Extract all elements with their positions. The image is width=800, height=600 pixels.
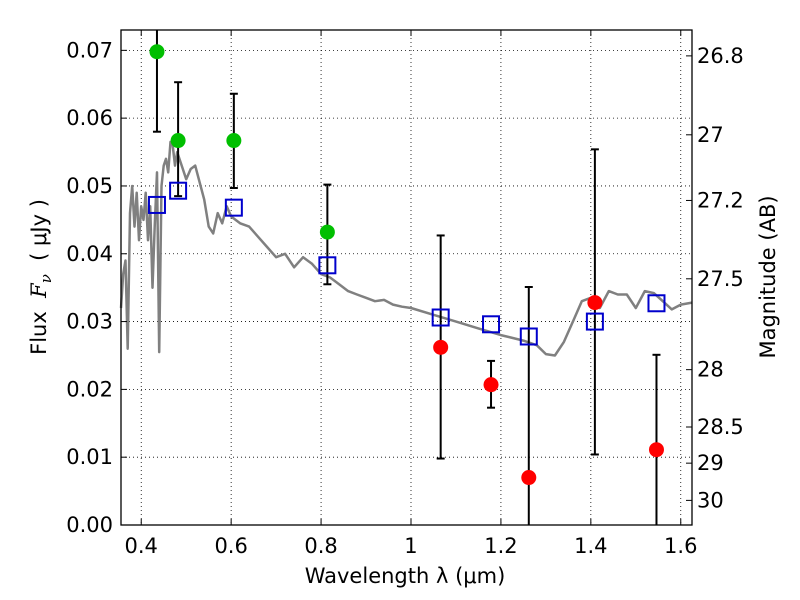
y-axis-label: Flux Fν ( μJy ) bbox=[27, 199, 55, 355]
x-tick-label: 1.2 bbox=[484, 534, 517, 558]
model-square-marker bbox=[318, 256, 337, 275]
points-layer bbox=[147, 30, 666, 525]
y-axis-label-subscript: ν bbox=[37, 274, 55, 283]
mag-tick-label: 30 bbox=[697, 488, 724, 512]
y-tick-label: 0.02 bbox=[66, 377, 113, 401]
x-tick-label: 0.4 bbox=[125, 534, 158, 558]
y-tick-label: 0.05 bbox=[66, 174, 113, 198]
observed-point-marker bbox=[149, 44, 165, 60]
model-square-marker bbox=[519, 327, 538, 346]
mag-tick-label: 27 bbox=[697, 123, 724, 147]
observed-point-marker bbox=[433, 339, 449, 355]
x-tick-label: 0.8 bbox=[304, 534, 337, 558]
x-tick-label: 1.4 bbox=[574, 534, 607, 558]
y-axis-label-unit: ( μJy ) bbox=[27, 199, 51, 274]
mag-tick-label: 26.8 bbox=[697, 44, 744, 68]
observed-point-marker bbox=[521, 470, 537, 486]
mag-tick-label: 27.2 bbox=[697, 188, 744, 212]
mag-tick-label: 28.5 bbox=[697, 415, 744, 439]
observed-point-marker bbox=[319, 224, 335, 240]
plot-frame bbox=[120, 29, 693, 526]
model-spectrum-line bbox=[119, 140, 693, 357]
model-square-marker bbox=[169, 181, 188, 200]
model-square-marker bbox=[147, 195, 166, 214]
grid-layer bbox=[121, 30, 692, 526]
mag-tick-label: 29 bbox=[697, 451, 724, 475]
spectrum-layer bbox=[119, 140, 693, 357]
labels-layer: 0.4 0.6 0.8 1 1.2 1.4 1.6 0.00 0.01 0.02 0.03 0.04 0… bbox=[66, 38, 744, 558]
model-square-marker bbox=[431, 308, 450, 327]
observed-point-marker bbox=[170, 133, 186, 149]
observed-point-marker bbox=[483, 377, 499, 393]
observed-point-marker bbox=[226, 133, 242, 149]
ticks-layer bbox=[121, 30, 692, 526]
x-tick-label: 1 bbox=[404, 534, 417, 558]
y-tick-label: 0.00 bbox=[66, 513, 113, 537]
y-tick-label: 0.01 bbox=[66, 445, 113, 469]
y-tick-label: 0.04 bbox=[66, 242, 113, 266]
x-tick-label: 0.6 bbox=[214, 534, 247, 558]
model-square-marker bbox=[585, 312, 604, 331]
y-axis-label-symbol: F bbox=[27, 282, 51, 299]
x-axis-label: Wavelength λ (μm) bbox=[305, 564, 506, 588]
mag-tick-label: 28 bbox=[697, 358, 724, 382]
y-tick-label: 0.07 bbox=[66, 38, 113, 62]
y-axis-label-right: Magnitude (AB) bbox=[756, 195, 780, 358]
x-tick-label: 1.6 bbox=[664, 534, 697, 558]
model-square-marker bbox=[647, 294, 666, 313]
observed-point-marker bbox=[648, 442, 664, 458]
model-square-marker bbox=[224, 198, 243, 217]
model-square-marker bbox=[482, 315, 501, 334]
mag-tick-label: 27.5 bbox=[697, 267, 744, 291]
y-tick-label: 0.06 bbox=[66, 106, 113, 130]
y-axis-label-prefix: Flux bbox=[27, 298, 51, 355]
y-tick-label: 0.03 bbox=[66, 310, 113, 334]
observed-point-marker bbox=[587, 295, 603, 311]
